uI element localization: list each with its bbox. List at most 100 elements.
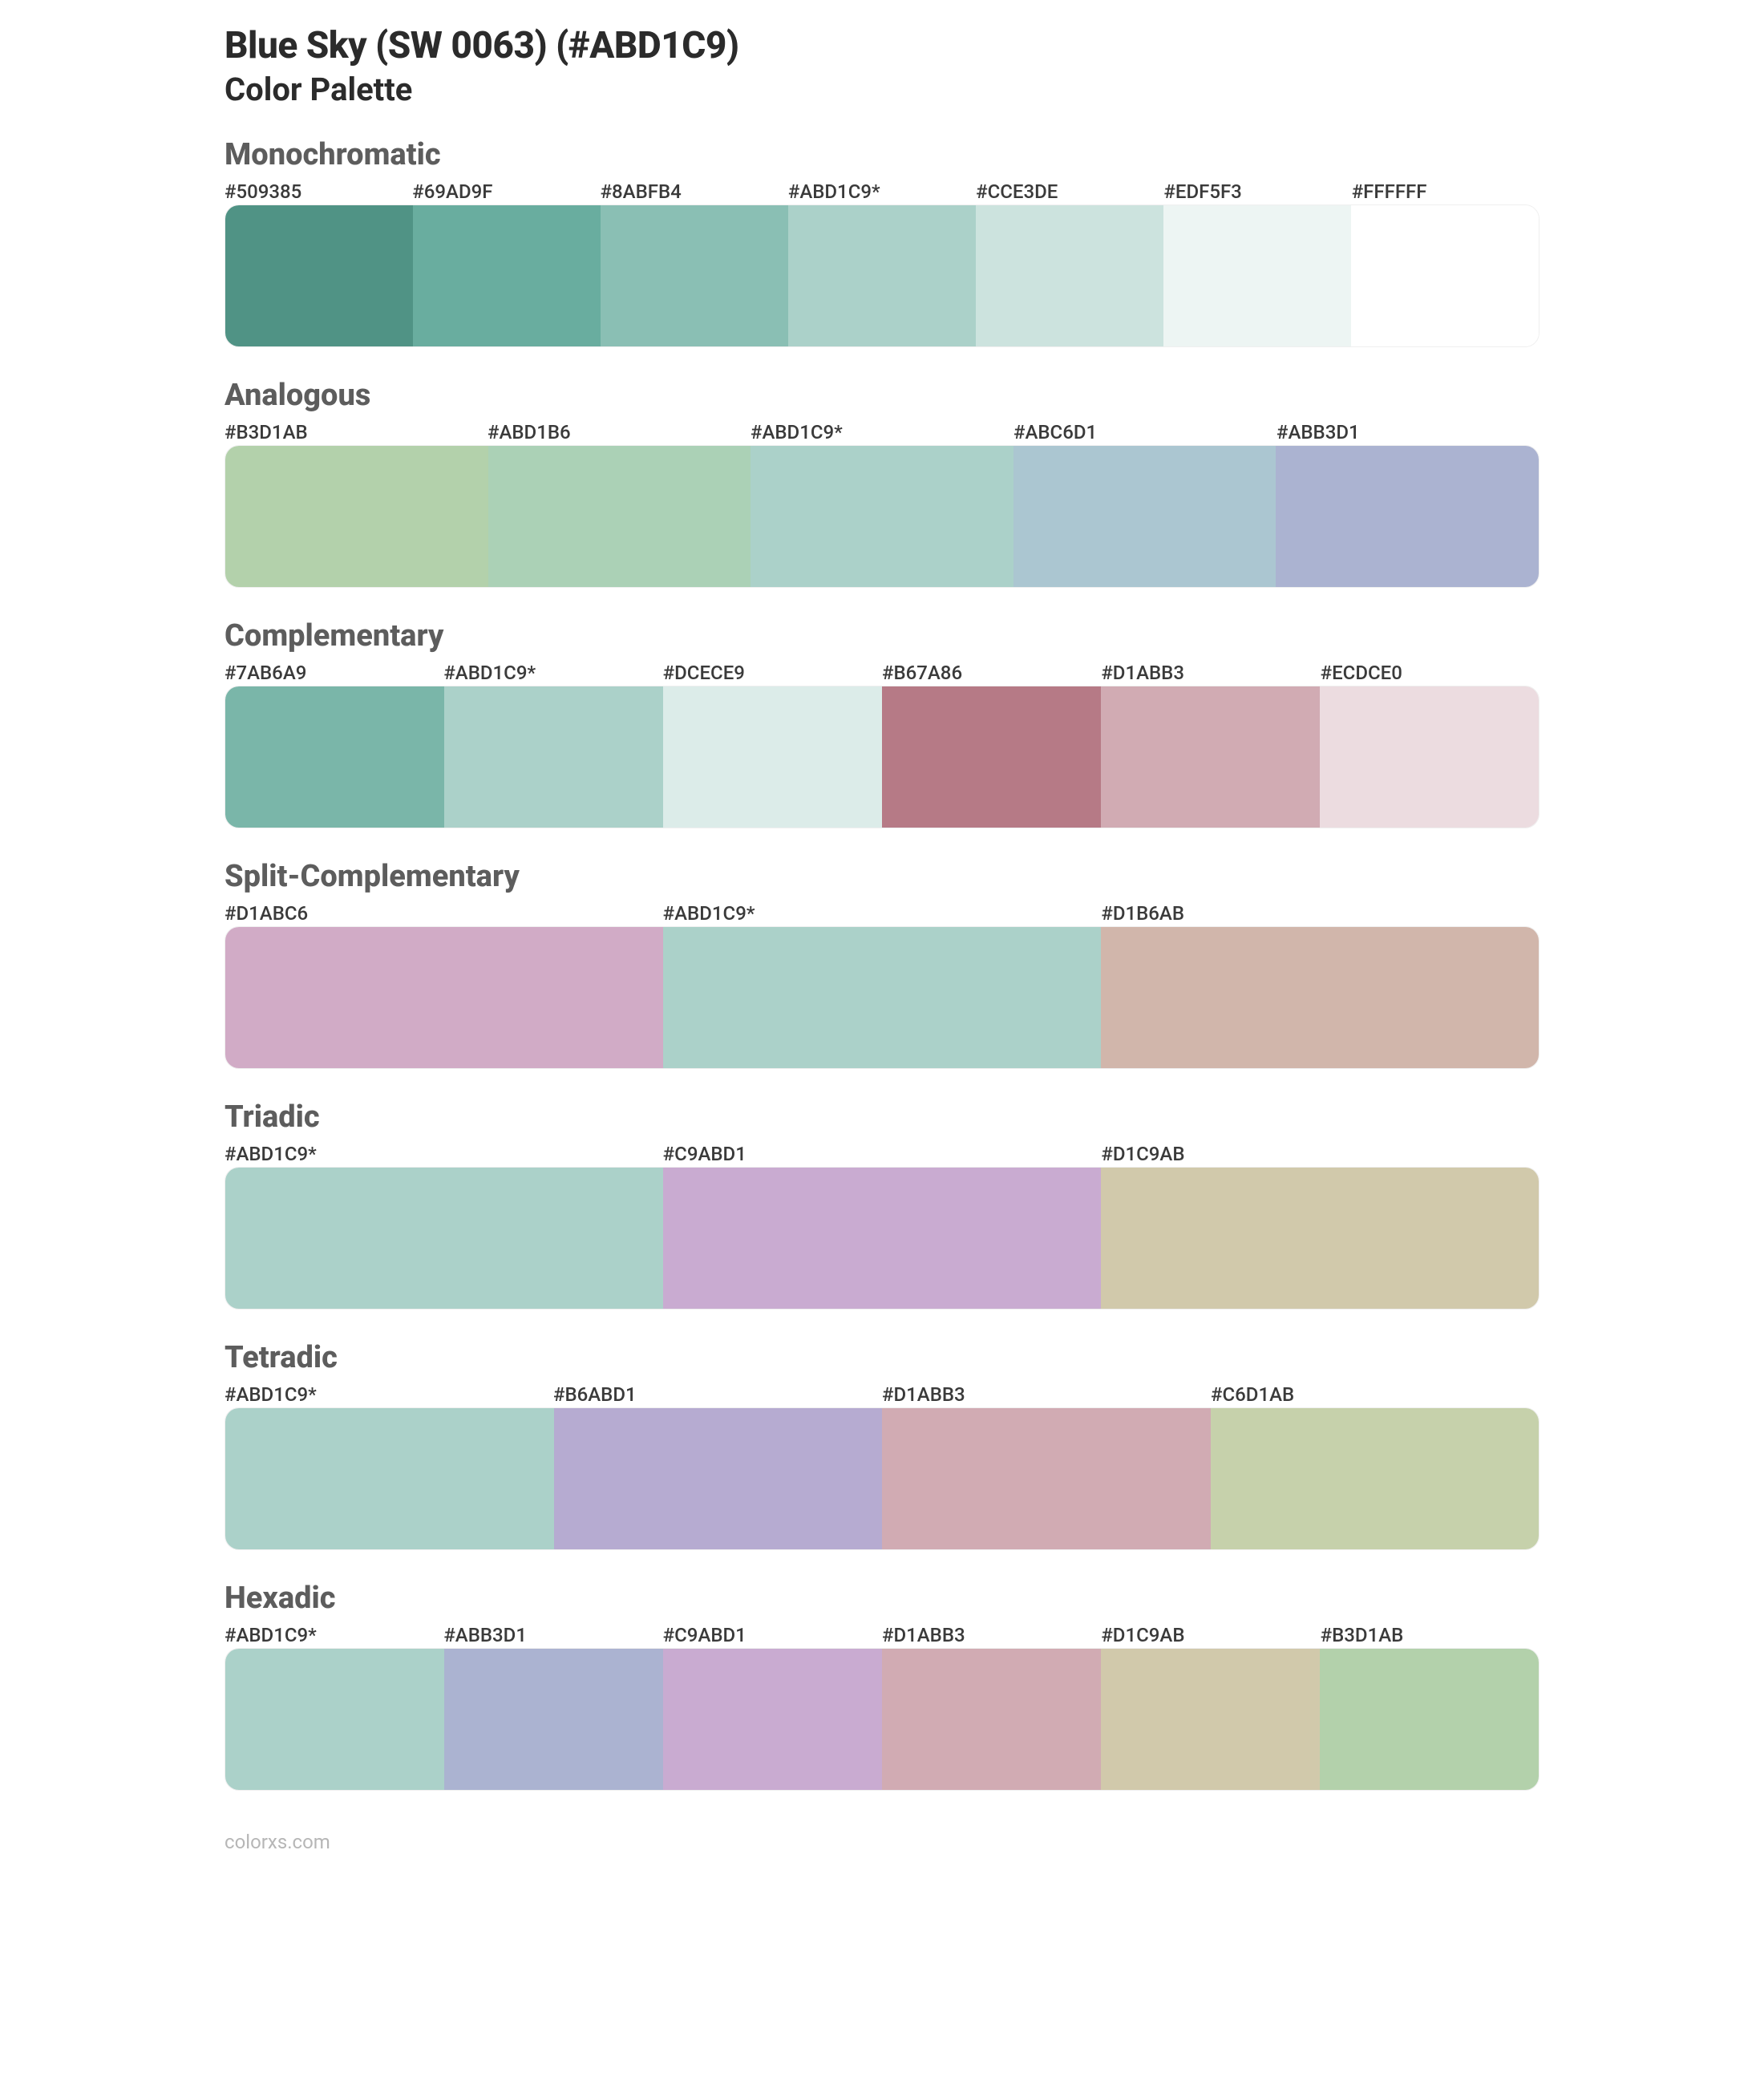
swatch-row bbox=[225, 1648, 1539, 1791]
section-title: Triadic bbox=[225, 1099, 1539, 1135]
color-swatch[interactable] bbox=[601, 205, 788, 346]
swatch-label: #B3D1AB bbox=[1321, 1624, 1539, 1648]
swatch-label: #7AB6A9 bbox=[225, 662, 443, 686]
color-swatch[interactable] bbox=[225, 1408, 554, 1549]
color-swatch[interactable] bbox=[882, 686, 1101, 828]
swatch-label: #ABD1C9* bbox=[225, 1624, 443, 1648]
color-swatch[interactable] bbox=[225, 1649, 444, 1790]
color-swatch[interactable] bbox=[225, 205, 413, 346]
color-swatch[interactable] bbox=[663, 1168, 1101, 1309]
color-swatch[interactable] bbox=[1101, 686, 1320, 828]
section-title: Hexadic bbox=[225, 1581, 1539, 1616]
color-swatch[interactable] bbox=[554, 1408, 883, 1549]
swatch-label: #B3D1AB bbox=[225, 421, 488, 445]
palette-section: Hexadic #ABD1C9*#ABB3D1#C9ABD1#D1ABB3#D1C… bbox=[225, 1581, 1539, 1791]
swatch-label: #ABB3D1 bbox=[443, 1624, 662, 1648]
swatch-label: #D1C9AB bbox=[1101, 1624, 1320, 1648]
swatch-labels-row: #B3D1AB#ABD1B6#ABD1C9*#ABC6D1#ABB3D1 bbox=[225, 421, 1539, 445]
swatch-label: #ABB3D1 bbox=[1276, 421, 1539, 445]
palette-section: Tetradic #ABD1C9*#B6ABD1#D1ABB3#C6D1AB bbox=[225, 1340, 1539, 1550]
color-swatch[interactable] bbox=[413, 205, 601, 346]
swatch-label: #ABD1C9* bbox=[788, 180, 976, 204]
swatch-row bbox=[225, 1407, 1539, 1550]
swatch-labels-row: #7AB6A9#ABD1C9*#DCECE9#B67A86#D1ABB3#ECD… bbox=[225, 662, 1539, 686]
section-title: Analogous bbox=[225, 378, 1539, 413]
swatch-label: #DCECE9 bbox=[663, 662, 882, 686]
swatch-row bbox=[225, 1167, 1539, 1310]
swatch-label: #D1ABB3 bbox=[1101, 662, 1320, 686]
swatch-label: #ABC6D1 bbox=[1013, 421, 1276, 445]
color-swatch[interactable] bbox=[1211, 1408, 1539, 1549]
swatch-label: #8ABFB4 bbox=[601, 180, 788, 204]
color-swatch[interactable] bbox=[488, 446, 751, 587]
swatch-label: #D1ABC6 bbox=[225, 902, 663, 926]
swatch-labels-row: #D1ABC6#ABD1C9*#D1B6AB bbox=[225, 902, 1539, 926]
swatch-label: #B6ABD1 bbox=[553, 1383, 882, 1407]
swatch-row bbox=[225, 204, 1539, 347]
page-title: Blue Sky (SW 0063) (#ABD1C9) bbox=[225, 24, 1539, 67]
color-swatch[interactable] bbox=[225, 1168, 663, 1309]
color-swatch[interactable] bbox=[788, 205, 976, 346]
section-title: Complementary bbox=[225, 618, 1539, 654]
color-swatch[interactable] bbox=[225, 927, 663, 1068]
color-swatch[interactable] bbox=[1276, 446, 1539, 587]
page-subtitle: Color Palette bbox=[225, 71, 1539, 108]
swatch-labels-row: #ABD1C9*#ABB3D1#C9ABD1#D1ABB3#D1C9AB#B3D… bbox=[225, 1624, 1539, 1648]
color-swatch[interactable] bbox=[663, 927, 1101, 1068]
palette-section: Analogous #B3D1AB#ABD1B6#ABD1C9*#ABC6D1#A… bbox=[225, 378, 1539, 588]
swatch-label: #D1B6AB bbox=[1101, 902, 1539, 926]
color-swatch[interactable] bbox=[444, 686, 663, 828]
color-swatch[interactable] bbox=[1320, 1649, 1539, 1790]
color-swatch[interactable] bbox=[1013, 446, 1276, 587]
swatch-label: #EDF5F3 bbox=[1163, 180, 1351, 204]
palette-section: Split-Complementary #D1ABC6#ABD1C9*#D1B6A… bbox=[225, 859, 1539, 1069]
palette-sections: Monochromatic#509385#69AD9F#8ABFB4#ABD1C… bbox=[225, 137, 1539, 1791]
swatch-label: #ABD1C9* bbox=[443, 662, 662, 686]
color-swatch[interactable] bbox=[225, 686, 444, 828]
swatch-label: #C9ABD1 bbox=[663, 1143, 1102, 1167]
swatch-row bbox=[225, 445, 1539, 588]
color-swatch[interactable] bbox=[882, 1408, 1211, 1549]
swatch-labels-row: #ABD1C9*#C9ABD1#D1C9AB bbox=[225, 1143, 1539, 1167]
color-swatch[interactable] bbox=[882, 1649, 1101, 1790]
swatch-labels-row: #509385#69AD9F#8ABFB4#ABD1C9*#CCE3DE#EDF… bbox=[225, 180, 1539, 204]
swatch-label: #D1ABB3 bbox=[882, 1383, 1211, 1407]
color-swatch[interactable] bbox=[1351, 205, 1539, 346]
swatch-label: #C6D1AB bbox=[1211, 1383, 1539, 1407]
swatch-row bbox=[225, 686, 1539, 828]
color-swatch[interactable] bbox=[225, 446, 488, 587]
color-swatch[interactable] bbox=[1101, 1168, 1539, 1309]
swatch-label: #ABD1C9* bbox=[225, 1143, 663, 1167]
color-swatch[interactable] bbox=[663, 1649, 882, 1790]
swatch-label: #ABD1C9* bbox=[751, 421, 1013, 445]
swatch-label: #C9ABD1 bbox=[663, 1624, 882, 1648]
swatch-labels-row: #ABD1C9*#B6ABD1#D1ABB3#C6D1AB bbox=[225, 1383, 1539, 1407]
color-swatch[interactable] bbox=[663, 686, 882, 828]
section-title: Monochromatic bbox=[225, 137, 1539, 172]
color-swatch[interactable] bbox=[1101, 1649, 1320, 1790]
swatch-row bbox=[225, 926, 1539, 1069]
section-title: Split-Complementary bbox=[225, 859, 1539, 894]
section-title: Tetradic bbox=[225, 1340, 1539, 1375]
swatch-label: #FFFFFF bbox=[1352, 180, 1539, 204]
palette-section: Triadic #ABD1C9*#C9ABD1#D1C9AB bbox=[225, 1099, 1539, 1310]
palette-section: Complementary #7AB6A9#ABD1C9*#DCECE9#B67A… bbox=[225, 618, 1539, 828]
swatch-label: #B67A86 bbox=[882, 662, 1101, 686]
swatch-label: #ECDCE0 bbox=[1321, 662, 1539, 686]
swatch-label: #69AD9F bbox=[412, 180, 600, 204]
swatch-label: #D1C9AB bbox=[1101, 1143, 1539, 1167]
color-swatch[interactable] bbox=[444, 1649, 663, 1790]
footer-credit: colorxs.com bbox=[225, 1831, 1539, 1853]
color-swatch[interactable] bbox=[751, 446, 1013, 587]
color-swatch[interactable] bbox=[1163, 205, 1351, 346]
color-swatch[interactable] bbox=[976, 205, 1163, 346]
swatch-label: #509385 bbox=[225, 180, 412, 204]
swatch-label: #ABD1B6 bbox=[488, 421, 751, 445]
palette-section: Monochromatic #509385#69AD9F#8ABFB4#ABD1C… bbox=[225, 137, 1539, 347]
color-swatch[interactable] bbox=[1320, 686, 1539, 828]
swatch-label: #D1ABB3 bbox=[882, 1624, 1101, 1648]
swatch-label: #ABD1C9* bbox=[225, 1383, 553, 1407]
swatch-label: #CCE3DE bbox=[976, 180, 1163, 204]
swatch-label: #ABD1C9* bbox=[663, 902, 1102, 926]
color-swatch[interactable] bbox=[1101, 927, 1539, 1068]
